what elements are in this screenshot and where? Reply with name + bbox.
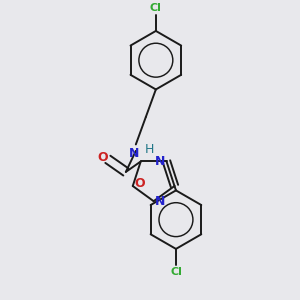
Text: Cl: Cl bbox=[170, 267, 182, 277]
Text: N: N bbox=[155, 155, 165, 168]
Text: H: H bbox=[144, 143, 154, 156]
Text: O: O bbox=[97, 152, 108, 164]
Text: N: N bbox=[129, 147, 140, 161]
Text: Cl: Cl bbox=[150, 3, 162, 13]
Text: O: O bbox=[134, 177, 145, 190]
Text: N: N bbox=[155, 195, 165, 208]
